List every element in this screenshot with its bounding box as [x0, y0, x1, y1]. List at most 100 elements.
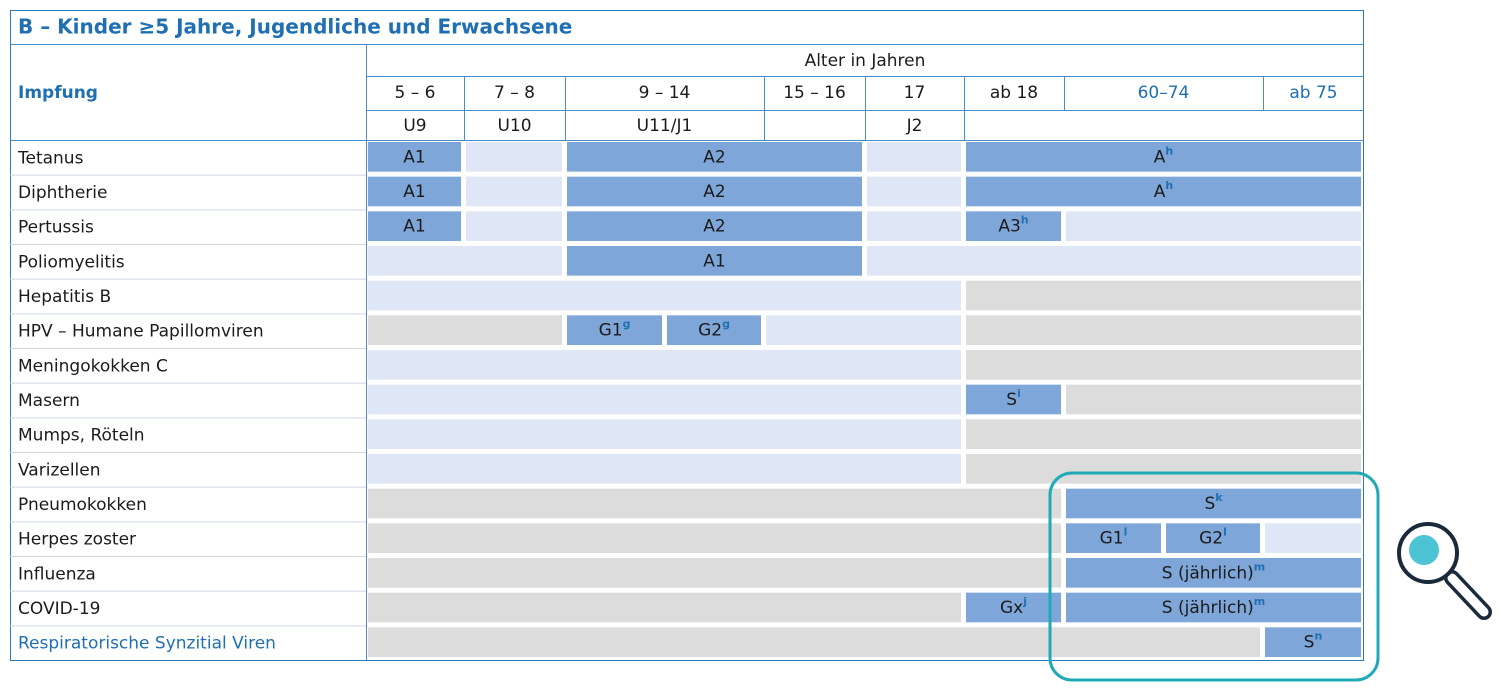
schedule-bar [1066, 592, 1361, 623]
schedule-bar [368, 558, 1061, 588]
dose-footnote: g [623, 318, 631, 331]
vaccine-name: HPV – Humane Papillomviren [18, 322, 264, 342]
table-border [10, 10, 1364, 661]
dose-text: A1 [403, 147, 425, 167]
schedule-bar [466, 211, 562, 241]
schedule-bar [466, 142, 562, 172]
schedule-bar [368, 350, 961, 380]
vaccine-name: Diphtherie [18, 183, 107, 203]
schedule-bar [1066, 384, 1361, 415]
age-label: 5 – 6 [395, 83, 436, 103]
vaccine-name: Pertussis [18, 218, 94, 238]
dose-label: Ah [1154, 179, 1173, 202]
schedule-bar [368, 142, 461, 172]
schedule-bar [1166, 523, 1260, 553]
schedule-bar [966, 592, 1061, 623]
schedule-bar [368, 384, 961, 415]
schedule-bar [867, 176, 961, 207]
schedule-bar [368, 627, 1260, 657]
checkup-label: J2 [906, 116, 923, 136]
dose-label: G1l [1100, 526, 1128, 549]
schedule-bar [466, 176, 562, 207]
schedule-bar [1066, 558, 1361, 588]
vaccine-name: COVID-19 [18, 599, 100, 619]
vaccine-name: Mumps, Röteln [18, 426, 145, 446]
schedule-bar [368, 246, 562, 276]
schedule-bar [1066, 523, 1161, 553]
dose-text: A [1154, 147, 1166, 167]
dose-text: G1 [599, 321, 623, 341]
schedule-bar [1066, 488, 1361, 519]
dose-label: G2l [1199, 526, 1227, 549]
dose-text: A [1154, 182, 1166, 202]
schedule-bar [567, 246, 862, 276]
title: B – Kinder ≥5 Jahre, Jugendliche und Erw… [18, 15, 572, 39]
schedule-bar [966, 280, 1361, 311]
dose-footnote: m [1254, 560, 1265, 573]
checkup-label: U10 [497, 116, 531, 136]
schedule-bar [867, 211, 961, 241]
dose-label: A2 [703, 147, 725, 167]
dose-label: Sk [1204, 491, 1223, 514]
dose-footnote: m [1254, 595, 1265, 608]
dose-footnote: h [1021, 214, 1029, 227]
schedule-bar [966, 176, 1361, 207]
checkup-label: U11/J1 [637, 116, 693, 136]
vaccine-name: Hepatitis B [18, 287, 111, 307]
schedule-bar [368, 211, 461, 241]
vaccine-name: Tetanus [17, 148, 84, 168]
schedule-bar [368, 280, 961, 311]
schedule-bar [966, 350, 1361, 380]
schedule-bar [966, 384, 1061, 415]
schedule-bar [966, 419, 1361, 449]
schedule-bar [1265, 523, 1361, 553]
schedule-bar [368, 592, 961, 623]
age-label: 7 – 8 [494, 83, 535, 103]
vaccine-name: Varizellen [18, 460, 101, 480]
dose-label: A1 [403, 182, 425, 202]
dose-text: A2 [703, 217, 725, 237]
dose-label: Gxj [1000, 595, 1027, 618]
highlight-frame [1048, 471, 1380, 682]
dose-text: S (jährlich) [1162, 563, 1254, 583]
schedule-bar [368, 419, 961, 449]
schedule-bar [368, 454, 961, 484]
age-label: ab 18 [990, 83, 1038, 103]
dose-label: G1g [599, 318, 631, 341]
age-label: 17 [904, 83, 926, 103]
dose-footnote: g [722, 318, 730, 331]
dose-label: S (jährlich)m [1162, 560, 1265, 583]
schedule-bar [766, 315, 961, 345]
dose-label: S (jährlich)m [1162, 595, 1265, 618]
dose-text: Gx [1000, 598, 1023, 618]
dose-text: A2 [703, 182, 725, 202]
dose-label: A3h [998, 214, 1028, 237]
dose-label: Sn [1304, 630, 1323, 653]
dose-text: S [1304, 633, 1315, 653]
schedule-bar [1066, 211, 1361, 241]
age-label: 9 – 14 [639, 83, 691, 103]
dose-footnote: l [1124, 526, 1128, 539]
column-label: Impfung [18, 83, 98, 103]
age-label: Alter in Jahren [805, 51, 926, 71]
schedule-bar [966, 315, 1361, 345]
dose-footnote: k [1215, 491, 1223, 504]
age-label: 15 – 16 [783, 83, 846, 103]
vaccine-name: Pneumokokken [18, 495, 147, 515]
dose-text: G2 [698, 321, 722, 341]
dose-text: G1 [1100, 529, 1124, 549]
vaccine-name: Herpes zoster [18, 530, 136, 550]
dose-footnote: i [1017, 387, 1021, 400]
schedule-bar [1265, 627, 1361, 657]
dose-text: A1 [403, 217, 425, 237]
vaccine-name: Poliomyelitis [18, 252, 125, 272]
schedule-bar [567, 315, 662, 345]
dose-text: S [1006, 390, 1017, 410]
schedule-bar [867, 142, 961, 172]
dose-footnote: n [1314, 630, 1322, 643]
checkup-label: U9 [403, 116, 426, 136]
dose-label: A2 [703, 217, 725, 237]
dose-label: A1 [403, 217, 425, 237]
schedule-bar [966, 142, 1361, 172]
